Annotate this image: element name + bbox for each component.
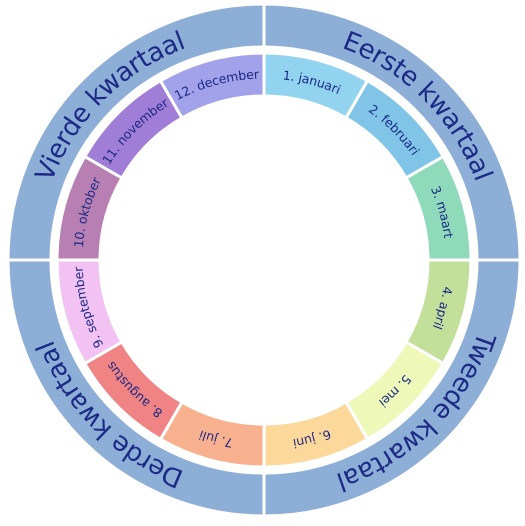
quarter-segment [6, 2, 266, 262]
month-segment [158, 51, 266, 121]
